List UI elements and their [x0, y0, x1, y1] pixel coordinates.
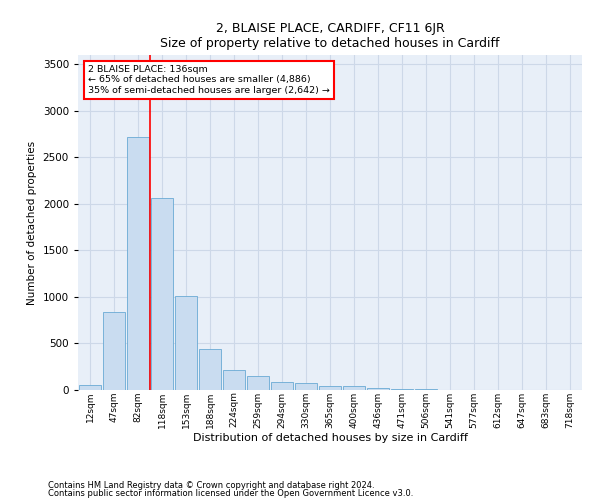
Bar	[367, 388, 389, 390]
Bar	[103, 312, 125, 390]
Text: 2 BLAISE PLACE: 136sqm
← 65% of detached houses are smaller (4,886)
35% of semi-: 2 BLAISE PLACE: 136sqm ← 65% of detached…	[88, 65, 330, 95]
Bar	[151, 198, 173, 390]
Bar	[295, 384, 317, 390]
Bar	[247, 376, 269, 390]
Title: 2, BLAISE PLACE, CARDIFF, CF11 6JR
Size of property relative to detached houses : 2, BLAISE PLACE, CARDIFF, CF11 6JR Size …	[160, 22, 500, 50]
Bar	[271, 382, 293, 390]
Text: Contains public sector information licensed under the Open Government Licence v3: Contains public sector information licen…	[48, 489, 413, 498]
X-axis label: Distribution of detached houses by size in Cardiff: Distribution of detached houses by size …	[193, 434, 467, 444]
Y-axis label: Number of detached properties: Number of detached properties	[27, 140, 37, 304]
Text: Contains HM Land Registry data © Crown copyright and database right 2024.: Contains HM Land Registry data © Crown c…	[48, 480, 374, 490]
Bar	[391, 388, 413, 390]
Bar	[415, 389, 437, 390]
Bar	[79, 385, 101, 390]
Bar	[199, 349, 221, 390]
Bar	[127, 137, 149, 390]
Bar	[343, 386, 365, 390]
Bar	[223, 370, 245, 390]
Bar	[175, 296, 197, 390]
Bar	[319, 386, 341, 390]
